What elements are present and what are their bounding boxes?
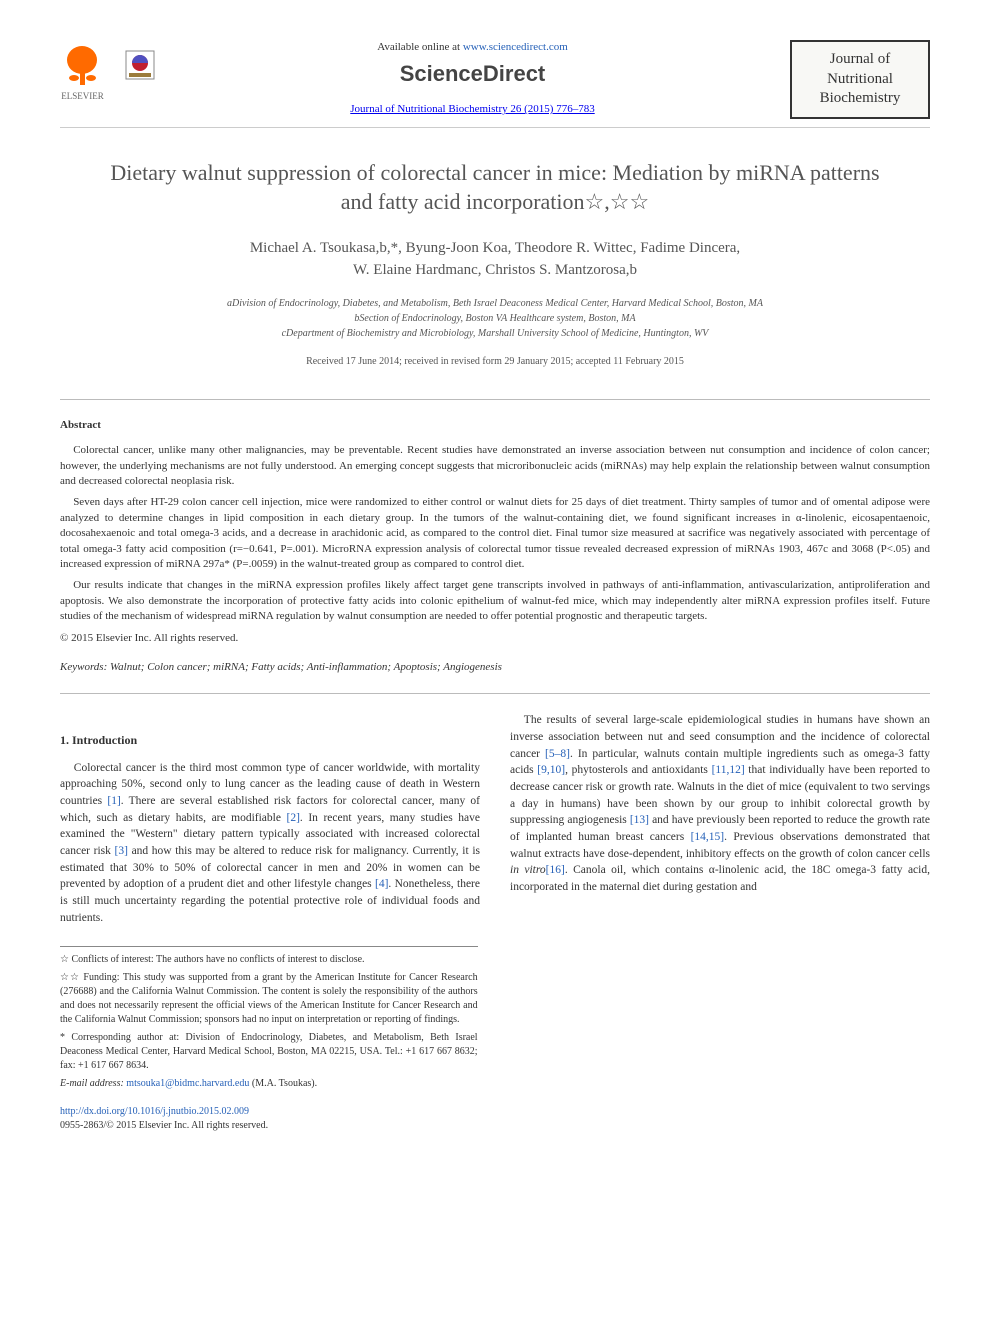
keywords-text: Walnut; Colon cancer; miRNA; Fatty acids… <box>107 661 502 673</box>
citation-link[interactable]: [13] <box>630 814 649 826</box>
journal-cover-line: Nutritional <box>796 70 924 90</box>
available-online: Available online at www.sciencedirect.co… <box>175 40 770 55</box>
doi-link[interactable]: http://dx.doi.org/10.1016/j.jnutbio.2015… <box>60 1106 249 1117</box>
footnote-funding: ☆☆ Funding: This study was supported fro… <box>60 971 478 1027</box>
article-dates: Received 17 June 2014; received in revis… <box>60 355 930 369</box>
footnote-conflicts: ☆ Conflicts of interest: The authors hav… <box>60 953 478 967</box>
affiliation: cDepartment of Biochemistry and Microbio… <box>60 326 930 341</box>
affiliation: aDivision of Endocrinology, Diabetes, an… <box>60 296 930 311</box>
sciencedirect-url-link[interactable]: www.sciencedirect.com <box>463 41 568 53</box>
elsevier-label: ELSEVIER <box>61 90 104 103</box>
intro-paragraph: The results of several large-scale epide… <box>510 712 930 895</box>
footnotes-block: ☆ Conflicts of interest: The authors hav… <box>60 946 478 1091</box>
affiliation: bSection of Endocrinology, Boston VA Hea… <box>60 311 930 326</box>
citation-link[interactable]: [1] <box>107 795 120 807</box>
citation-link[interactable]: [5–8] <box>545 748 570 760</box>
journal-cover-line: Journal of <box>796 50 924 70</box>
citation-link[interactable]: [2] <box>287 812 300 824</box>
authors-line: Michael A. Tsoukasa,b,*, Byung-Joon Koa,… <box>60 237 930 260</box>
citation-link[interactable]: [14,15] <box>691 831 725 843</box>
journal-reference-link[interactable]: Journal of Nutritional Biochemistry 26 (… <box>175 102 770 117</box>
journal-header: ELSEVIER Available online at www.science… <box>60 40 930 128</box>
affiliations-block: aDivision of Endocrinology, Diabetes, an… <box>60 296 930 341</box>
keywords-label: Keywords: <box>60 661 107 673</box>
article-title: Dietary walnut suppression of colorectal… <box>100 158 890 217</box>
abstract-body: Colorectal cancer, unlike many other mal… <box>60 443 930 646</box>
sciencedirect-logo: ScienceDirect <box>175 59 770 90</box>
abstract-paragraph: Our results indicate that changes in the… <box>60 578 930 624</box>
citation-link[interactable]: [16] <box>546 864 565 876</box>
introduction-body: 1. Introduction Colorectal cancer is the… <box>60 712 930 926</box>
abstract-heading: Abstract <box>60 418 930 433</box>
footnote-email: E-mail address: mtsouka1@bidmc.harvard.e… <box>60 1077 478 1091</box>
available-online-prefix: Available online at <box>377 41 463 53</box>
abstract-copyright: © 2015 Elsevier Inc. All rights reserved… <box>60 631 930 646</box>
header-left: ELSEVIER <box>60 40 155 103</box>
elsevier-tree-icon <box>60 40 105 90</box>
email-link[interactable]: mtsouka1@bidmc.harvard.edu <box>126 1078 249 1089</box>
section-heading-introduction: 1. Introduction <box>60 732 480 749</box>
elsevier-logo: ELSEVIER <box>60 40 105 103</box>
divider <box>60 399 930 400</box>
footnote-corresponding: * Corresponding author at: Division of E… <box>60 1031 478 1073</box>
header-center: Available online at www.sciencedirect.co… <box>155 40 790 118</box>
abstract-paragraph: Seven days after HT-29 colon cancer cell… <box>60 495 930 572</box>
authors-block: Michael A. Tsoukasa,b,*, Byung-Joon Koa,… <box>60 237 930 282</box>
citation-link[interactable]: [3] <box>115 845 128 857</box>
issn-copyright: 0955-2863/© 2015 Elsevier Inc. All right… <box>60 1119 930 1133</box>
divider <box>60 693 930 694</box>
abstract-paragraph: Colorectal cancer, unlike many other mal… <box>60 443 930 489</box>
keywords: Keywords: Walnut; Colon cancer; miRNA; F… <box>60 660 930 675</box>
journal-cover-line: Biochemistry <box>796 89 924 109</box>
citation-link[interactable]: [4] <box>375 878 388 890</box>
journal-cover: Journal of Nutritional Biochemistry <box>790 40 930 119</box>
intro-paragraph: Colorectal cancer is the third most comm… <box>60 760 480 927</box>
footer-meta: http://dx.doi.org/10.1016/j.jnutbio.2015… <box>60 1105 930 1133</box>
crossmark-icon[interactable] <box>125 50 155 80</box>
citation-link[interactable]: [9,10] <box>537 764 565 776</box>
citation-link[interactable]: [11,12] <box>712 764 745 776</box>
authors-line: W. Elaine Hardmanc, Christos S. Mantzoro… <box>60 259 930 282</box>
